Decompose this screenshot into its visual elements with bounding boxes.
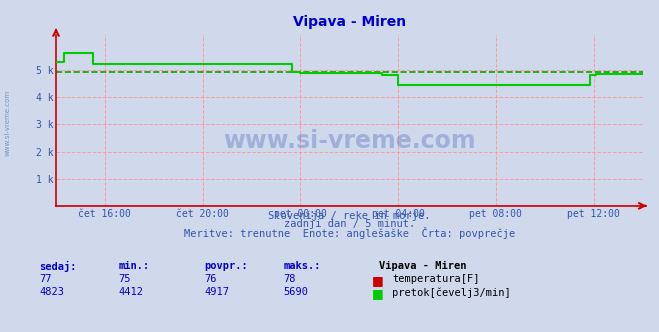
Text: 77: 77 — [40, 274, 52, 284]
Text: Vipava - Miren: Vipava - Miren — [293, 15, 406, 29]
Text: 4917: 4917 — [204, 287, 229, 297]
Text: Vipava - Miren: Vipava - Miren — [379, 261, 467, 271]
Text: povpr.:: povpr.: — [204, 261, 248, 271]
Text: min.:: min.: — [119, 261, 150, 271]
Text: 5690: 5690 — [283, 287, 308, 297]
Text: maks.:: maks.: — [283, 261, 321, 271]
Text: 76: 76 — [204, 274, 217, 284]
Text: ■: ■ — [372, 274, 384, 287]
Text: 4823: 4823 — [40, 287, 65, 297]
Text: pretok[čevelj3/min]: pretok[čevelj3/min] — [392, 287, 511, 298]
Text: sedaj:: sedaj: — [40, 261, 77, 272]
Text: www.si-vreme.com: www.si-vreme.com — [5, 90, 11, 156]
Text: temperatura[F]: temperatura[F] — [392, 274, 480, 284]
Text: 4412: 4412 — [119, 287, 144, 297]
Text: ■: ■ — [372, 287, 384, 300]
Text: www.si-vreme.com: www.si-vreme.com — [223, 129, 476, 153]
Text: 78: 78 — [283, 274, 296, 284]
Text: 75: 75 — [119, 274, 131, 284]
Text: Slovenija / reke in morje.: Slovenija / reke in morje. — [268, 211, 430, 221]
Text: zadnji dan / 5 minut.: zadnji dan / 5 minut. — [283, 219, 415, 229]
Text: Meritve: trenutne  Enote: anglešaške  Črta: povprečje: Meritve: trenutne Enote: anglešaške Črta… — [184, 227, 515, 239]
